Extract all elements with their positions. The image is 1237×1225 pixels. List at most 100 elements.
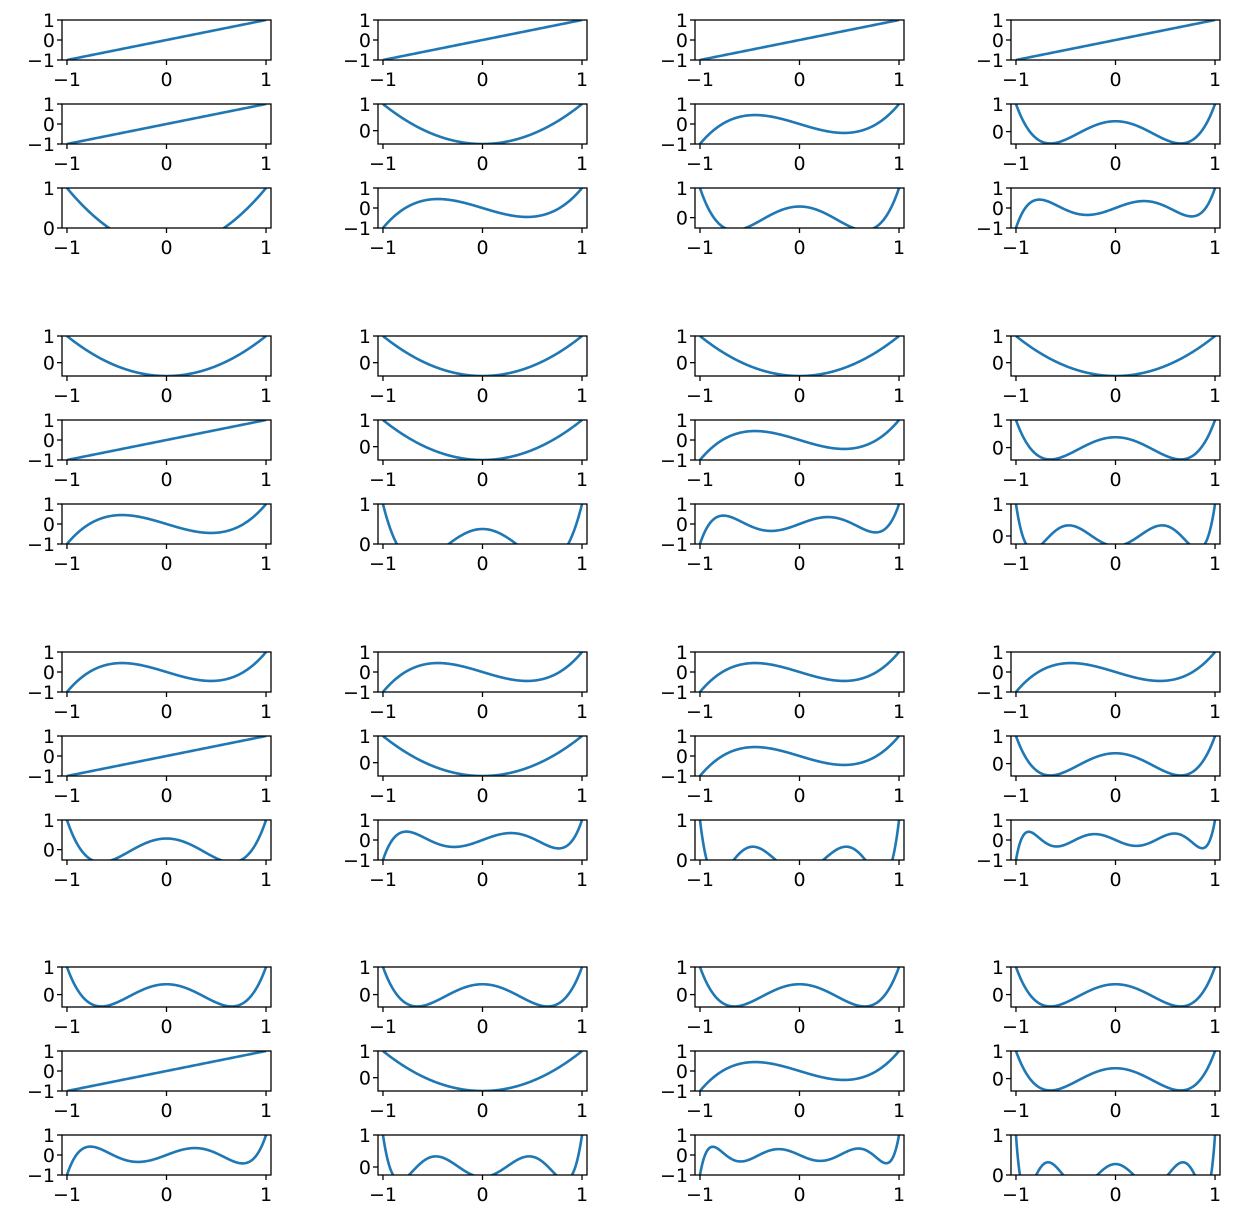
x-tick-label: −1 <box>1002 785 1030 807</box>
x-tick-label: 1 <box>893 153 905 175</box>
x-tick-label: 1 <box>260 1016 272 1038</box>
y-tick-label: 1 <box>359 726 371 748</box>
y-tick-label: −1 <box>27 534 55 556</box>
series-line <box>1015 20 1216 60</box>
y-tick-label: 0 <box>43 1061 55 1083</box>
axes-frame <box>377 335 588 377</box>
x-tick-label: 1 <box>260 469 272 491</box>
series-line <box>65 504 268 544</box>
subplot-panel: −1 0 110−1 <box>27 1125 272 1206</box>
series-line <box>1014 652 1217 692</box>
y-tick-label: −1 <box>976 50 1004 72</box>
series-line <box>382 336 583 376</box>
series-line <box>699 20 900 60</box>
series-line <box>1014 820 1217 860</box>
x-tick-label: 0 <box>476 469 488 491</box>
x-tick-label: −1 <box>369 237 397 259</box>
y-tick-label: 0 <box>676 514 688 536</box>
y-tick-label: 1 <box>43 1041 55 1063</box>
x-tick-label: 0 <box>1109 869 1121 891</box>
series-line <box>66 736 267 776</box>
x-tick-label: 1 <box>1209 553 1221 575</box>
x-tick-label: −1 <box>1002 469 1030 491</box>
series-line <box>381 967 584 1007</box>
x-tick-label: 0 <box>160 469 172 491</box>
x-tick-label: −1 <box>369 785 397 807</box>
y-tick-label: 1 <box>676 410 688 432</box>
y-tick-label: 0 <box>676 353 688 375</box>
axes-frame <box>377 966 588 1008</box>
x-tick-label: 0 <box>793 385 805 407</box>
y-tick-label: 1 <box>43 957 55 979</box>
x-tick-label: −1 <box>53 237 81 259</box>
series-line <box>698 967 901 1007</box>
axes-frame <box>377 503 588 545</box>
y-tick-label: 0 <box>992 985 1004 1007</box>
y-tick-label: −1 <box>27 50 55 72</box>
y-tick-label: 0 <box>359 753 371 775</box>
subplot-panel: −1 0 110−1 <box>343 178 588 259</box>
y-tick-label: 0 <box>359 198 371 220</box>
x-tick-label: 0 <box>160 69 172 91</box>
x-tick-label: −1 <box>369 553 397 575</box>
x-tick-label: 0 <box>793 153 805 175</box>
y-tick-label: 0 <box>992 754 1004 776</box>
x-tick-label: 1 <box>576 1100 588 1122</box>
axes-frame <box>377 1050 588 1092</box>
y-tick-label: 0 <box>359 1068 371 1090</box>
x-tick-label: 0 <box>476 1016 488 1038</box>
x-tick-label: 1 <box>260 869 272 891</box>
y-tick-label: 0 <box>359 662 371 684</box>
x-tick-label: −1 <box>53 553 81 575</box>
subplot-panel: −1 0 110 <box>992 726 1221 807</box>
y-tick-label: 0 <box>992 830 1004 852</box>
series-line <box>382 1051 583 1091</box>
subplot-panel: −1 0 110−1 <box>27 410 272 491</box>
x-tick-label: 0 <box>793 701 805 723</box>
x-tick-label: −1 <box>53 1100 81 1122</box>
series-line <box>1014 967 1217 1007</box>
y-tick-label: 0 <box>43 30 55 52</box>
y-tick-label: 1 <box>676 642 688 664</box>
y-tick-label: 0 <box>676 662 688 684</box>
y-tick-label: 1 <box>676 1041 688 1063</box>
x-tick-label: 1 <box>893 1016 905 1038</box>
x-tick-label: 1 <box>893 1184 905 1206</box>
subplot-panel: −1 0 110−1 <box>976 810 1221 891</box>
x-tick-label: −1 <box>1002 1016 1030 1038</box>
x-tick-label: 1 <box>260 553 272 575</box>
series-line <box>698 104 901 144</box>
axes-frame <box>1010 735 1221 777</box>
y-tick-label: 0 <box>43 218 55 240</box>
subplot-panel: −1 0 110 <box>359 494 588 575</box>
y-tick-label: 1 <box>359 810 371 832</box>
x-tick-label: −1 <box>1002 237 1030 259</box>
subplot-panel: −1 0 110−1 <box>660 10 905 91</box>
axes-frame <box>1010 503 1221 545</box>
x-tick-label: 1 <box>893 785 905 807</box>
y-tick-label: 1 <box>43 326 55 348</box>
x-tick-label: −1 <box>1002 701 1030 723</box>
x-tick-label: 0 <box>476 701 488 723</box>
x-tick-label: −1 <box>686 1100 714 1122</box>
subplot-panel: −1 0 110−1 <box>27 494 272 575</box>
axes-frame <box>1010 335 1221 377</box>
y-tick-label: 1 <box>359 1125 371 1147</box>
x-tick-label: 0 <box>793 553 805 575</box>
x-tick-label: 1 <box>260 1184 272 1206</box>
x-tick-label: −1 <box>686 153 714 175</box>
x-tick-label: −1 <box>686 553 714 575</box>
subplot-panel: −1 0 110 <box>43 326 272 407</box>
subplot-panel: −1 0 110−1 <box>27 726 272 807</box>
y-tick-label: −1 <box>976 850 1004 872</box>
series-line <box>381 1135 584 1175</box>
x-tick-label: 0 <box>793 1100 805 1122</box>
y-tick-label: −1 <box>660 50 688 72</box>
axes-frame <box>61 187 272 229</box>
x-tick-label: −1 <box>1002 385 1030 407</box>
axes-frame <box>1010 1050 1221 1092</box>
axes-frame <box>61 819 272 861</box>
x-tick-label: 0 <box>1109 153 1121 175</box>
y-tick-label: −1 <box>660 450 688 472</box>
subplot-panel: −1 0 110−1 <box>27 1041 272 1122</box>
